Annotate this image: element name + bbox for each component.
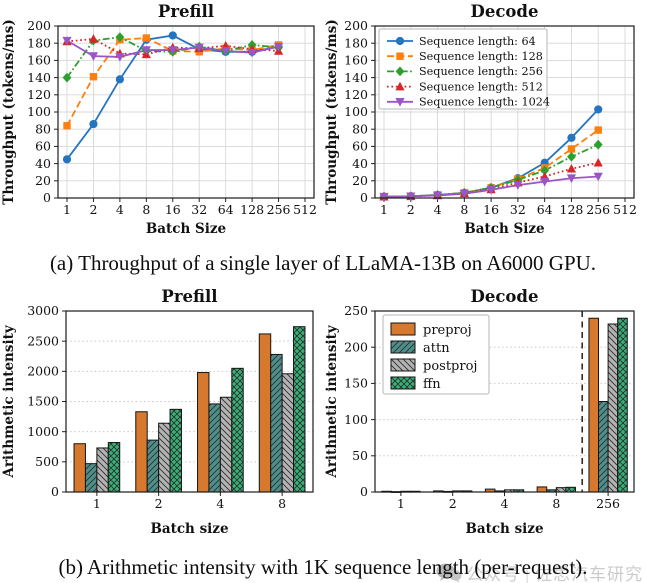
svg-text:160: 160 xyxy=(27,53,51,68)
prefill-intensity-chart: 1 2 4 8 0 500 1000 1500 2000 2500 3000 Prefill Batch… xyxy=(1,287,314,537)
svg-text:64: 64 xyxy=(537,202,553,217)
svg-text:200: 200 xyxy=(344,339,368,354)
svg-text:3000: 3000 xyxy=(27,303,59,318)
svg-text:120: 120 xyxy=(344,87,368,102)
svg-text:180: 180 xyxy=(344,35,368,50)
intensity-charts-row: 1 2 4 8 0 500 1000 1500 2000 2500 3000 Prefill Batch… xyxy=(0,285,646,542)
svg-text:2: 2 xyxy=(449,496,457,511)
svg-text:1: 1 xyxy=(397,496,405,511)
svg-text:Decode: Decode xyxy=(471,2,539,21)
svg-text:8: 8 xyxy=(460,202,468,217)
prefill-throughput-chart: 1 2 4 8 16 32 64 128 256 512 0 20 40 60 80 100 120 140 160… xyxy=(1,2,317,237)
svg-text:1: 1 xyxy=(380,202,388,217)
svg-text:128: 128 xyxy=(240,202,264,217)
svg-text:8: 8 xyxy=(142,202,150,217)
caption-a: (a) Throughput of a single layer of LLaM… xyxy=(49,251,597,275)
svg-text:Sequence length: 128: Sequence length: 128 xyxy=(419,50,543,63)
svg-text:40: 40 xyxy=(35,156,51,171)
svg-text:120: 120 xyxy=(27,87,51,102)
svg-text:4: 4 xyxy=(501,496,509,511)
svg-text:32: 32 xyxy=(510,202,526,217)
wechat-bubbles-icon xyxy=(436,563,462,583)
svg-text:1500: 1500 xyxy=(27,394,59,409)
svg-text:512: 512 xyxy=(613,202,637,217)
svg-text:64: 64 xyxy=(218,202,234,217)
svg-text:160: 160 xyxy=(344,53,368,68)
svg-text:4: 4 xyxy=(116,202,124,217)
svg-text:Throughput (tokens/ms): Throughput (tokens/ms) xyxy=(1,19,17,204)
svg-text:0: 0 xyxy=(360,190,368,205)
svg-text:20: 20 xyxy=(352,173,368,188)
svg-text:140: 140 xyxy=(344,70,368,85)
svg-text:4: 4 xyxy=(434,202,442,217)
svg-text:100: 100 xyxy=(344,412,368,427)
svg-text:0: 0 xyxy=(43,190,51,205)
svg-text:4: 4 xyxy=(216,496,224,511)
svg-text:attn: attn xyxy=(423,341,450,356)
svg-text:Throughput (tokens/ms): Throughput (tokens/ms) xyxy=(324,19,340,204)
svg-text:40: 40 xyxy=(352,156,368,171)
svg-text:8: 8 xyxy=(278,496,286,511)
svg-text:256: 256 xyxy=(586,202,610,217)
svg-text:60: 60 xyxy=(352,139,368,154)
svg-text:100: 100 xyxy=(344,104,368,119)
svg-text:250: 250 xyxy=(344,303,368,318)
svg-text:1: 1 xyxy=(63,202,71,217)
svg-text:2: 2 xyxy=(155,496,163,511)
svg-text:200: 200 xyxy=(27,18,51,33)
svg-text:Batch size: Batch size xyxy=(465,521,543,537)
svg-text:2: 2 xyxy=(407,202,415,217)
svg-text:128: 128 xyxy=(560,202,584,217)
svg-text:140: 140 xyxy=(27,70,51,85)
svg-text:16: 16 xyxy=(165,202,181,217)
svg-text:0: 0 xyxy=(51,484,59,499)
svg-text:Batch size: Batch size xyxy=(150,521,228,537)
watermark: 公众号 | 佐思汽车研究 xyxy=(436,560,643,583)
svg-text:Sequence length: 1024: Sequence length: 1024 xyxy=(419,96,550,109)
caption-b-block: 公众号 | 佐思汽车研究 (b) Arithmetic intensity wi… xyxy=(0,542,646,583)
svg-text:Arithmetic intensity: Arithmetic intensity xyxy=(324,324,340,478)
svg-text:256: 256 xyxy=(267,202,291,217)
watermark-text: 公众号 | 佐思汽车研究 xyxy=(466,565,643,583)
throughput-charts-row: 1 2 4 8 16 32 64 128 256 512 0 20 40 60 80 100 120 140 160… xyxy=(0,0,646,242)
svg-text:Sequence length: 256: Sequence length: 256 xyxy=(419,65,543,78)
svg-text:50: 50 xyxy=(352,448,368,463)
decode-throughput-chart: 1 2 4 8 16 32 64 128 256 512 0 20 40 60 80 100 120 140 160… xyxy=(324,2,637,237)
svg-text:Prefill: Prefill xyxy=(158,2,214,21)
svg-text:20: 20 xyxy=(35,173,51,188)
decode-intensity-chart: 1 2 4 8 256 0 50 100 150 200 250 Decode Batch size Ar… xyxy=(324,287,635,537)
caption-b: (b) Arithmetic intensity with 1K sequenc… xyxy=(58,555,588,579)
svg-text:Arithmetic intensity: Arithmetic intensity xyxy=(1,324,17,478)
svg-text:Prefill: Prefill xyxy=(161,287,217,306)
svg-text:32: 32 xyxy=(191,202,207,217)
svg-text:1: 1 xyxy=(93,496,101,511)
svg-text:512: 512 xyxy=(293,202,317,217)
svg-text:80: 80 xyxy=(35,121,51,136)
svg-text:80: 80 xyxy=(352,121,368,136)
svg-text:1000: 1000 xyxy=(27,424,59,439)
svg-text:ffn: ffn xyxy=(423,377,441,392)
svg-text:100: 100 xyxy=(27,104,51,119)
svg-text:200: 200 xyxy=(344,18,368,33)
svg-text:Batch Size: Batch Size xyxy=(464,221,544,237)
svg-text:500: 500 xyxy=(35,454,59,469)
svg-text:60: 60 xyxy=(35,139,51,154)
svg-text:2500: 2500 xyxy=(27,333,59,348)
svg-text:preproj: preproj xyxy=(423,323,472,338)
svg-text:16: 16 xyxy=(483,202,499,217)
svg-text:Sequence length: 64: Sequence length: 64 xyxy=(419,35,536,48)
svg-text:2: 2 xyxy=(89,202,97,217)
svg-text:256: 256 xyxy=(596,496,620,511)
svg-text:Decode: Decode xyxy=(471,287,539,306)
svg-text:Batch Size: Batch Size xyxy=(146,221,226,237)
svg-text:8: 8 xyxy=(552,496,560,511)
svg-text:180: 180 xyxy=(27,35,51,50)
svg-text:2000: 2000 xyxy=(27,364,59,379)
svg-text:0: 0 xyxy=(360,484,368,499)
svg-text:150: 150 xyxy=(344,376,368,391)
svg-text:postproj: postproj xyxy=(423,359,477,374)
svg-text:Sequence length: 512: Sequence length: 512 xyxy=(419,80,543,93)
